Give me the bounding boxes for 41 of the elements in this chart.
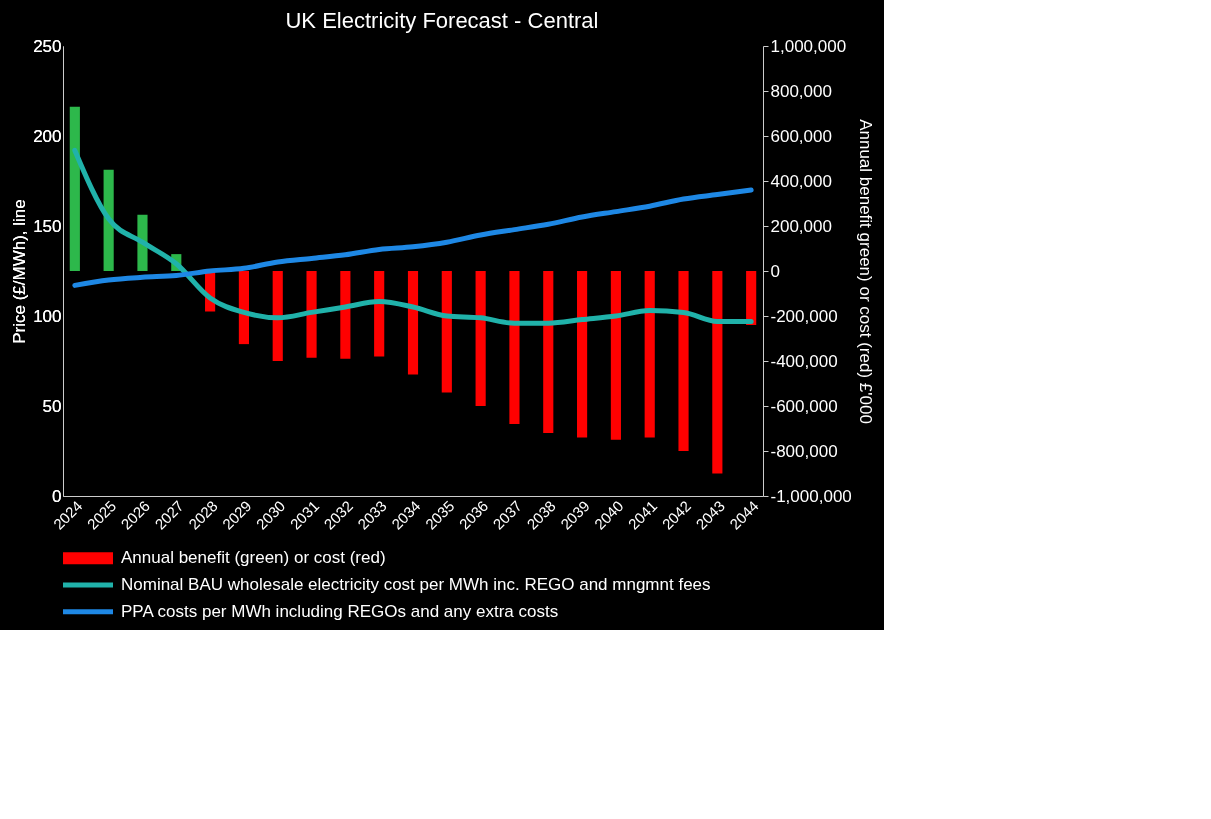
y2-tick-label: 1,000,000: [770, 36, 847, 56]
bar: [543, 271, 554, 433]
bar: [678, 271, 689, 451]
bar: [610, 271, 621, 440]
bar: [306, 271, 317, 358]
bar: [407, 271, 419, 375]
y-tick-label: 250: [33, 36, 62, 56]
y2-tick-label: 400,000: [770, 171, 832, 191]
y2-tick-label: -1,000,000: [770, 486, 852, 506]
bar: [712, 271, 723, 474]
y2-axis-title: Annual benefit green) or cost (red) £'000: [855, 119, 875, 424]
y2-tick-label: -400,000: [770, 351, 838, 371]
bar: [441, 271, 452, 393]
bar: [746, 271, 757, 325]
y-tick-label: 150: [33, 216, 62, 236]
bar: [509, 271, 520, 424]
bar: [272, 271, 283, 361]
y-tick-label: 50: [42, 396, 62, 416]
bar: [69, 106, 80, 271]
bar: [577, 271, 588, 438]
y2-tick-label: 600,000: [770, 126, 832, 146]
bar: [238, 271, 249, 345]
bar: [475, 271, 486, 406]
y2-tick-label: 800,000: [770, 81, 832, 101]
legend-label: Annual benefit (green) or cost (red): [121, 548, 386, 568]
bar: [374, 271, 385, 357]
y-tick-label: 100: [33, 306, 62, 326]
bar: [340, 271, 351, 359]
bar: [644, 271, 655, 438]
y-axis-title: Price (£/MWh), line: [10, 199, 30, 344]
chart-title: UK Electricity Forecast - Central: [285, 8, 599, 33]
y-tick-label: 200: [33, 126, 62, 146]
legend-label: PPA costs per MWh including REGOs and any extra costs: [121, 601, 559, 621]
y2-tick-label: -600,000: [770, 396, 838, 416]
y2-tick-label: 0: [770, 261, 780, 281]
y2-tick-label: -800,000: [770, 441, 838, 461]
bar: [103, 169, 114, 271]
y2-tick-label: -200,000: [770, 306, 838, 326]
y2-tick-label: 200,000: [770, 216, 832, 236]
y-tick-label: 0: [52, 486, 62, 506]
legend-label: Nominal BAU wholesale electricity cost per MWh inc. REGO and mngmnt fees: [121, 575, 711, 594]
